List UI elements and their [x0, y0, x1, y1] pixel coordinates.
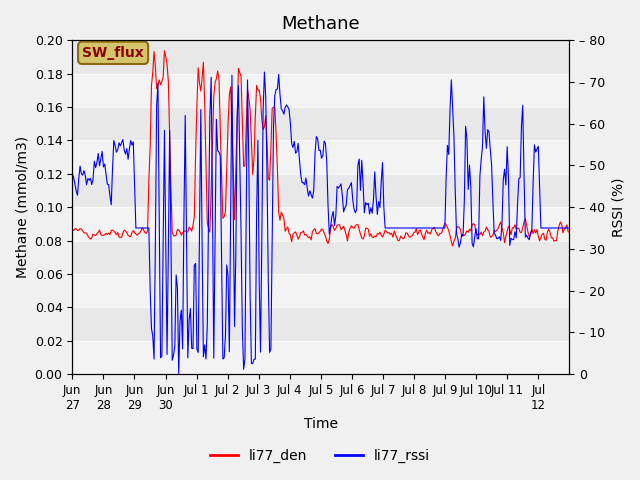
- Bar: [72, 341, 570, 374]
- Text: SW_flux: SW_flux: [82, 46, 144, 60]
- Y-axis label: RSSI (%): RSSI (%): [611, 178, 625, 237]
- Y-axis label: Methane (mmol/m3): Methane (mmol/m3): [15, 136, 29, 278]
- X-axis label: Time: Time: [304, 418, 338, 432]
- Bar: [72, 140, 570, 174]
- Legend: li77_den, li77_rssi: li77_den, li77_rssi: [204, 443, 436, 468]
- Bar: [72, 207, 570, 240]
- Bar: [72, 73, 570, 107]
- Bar: [72, 274, 570, 307]
- Title: Methane: Methane: [282, 15, 360, 33]
